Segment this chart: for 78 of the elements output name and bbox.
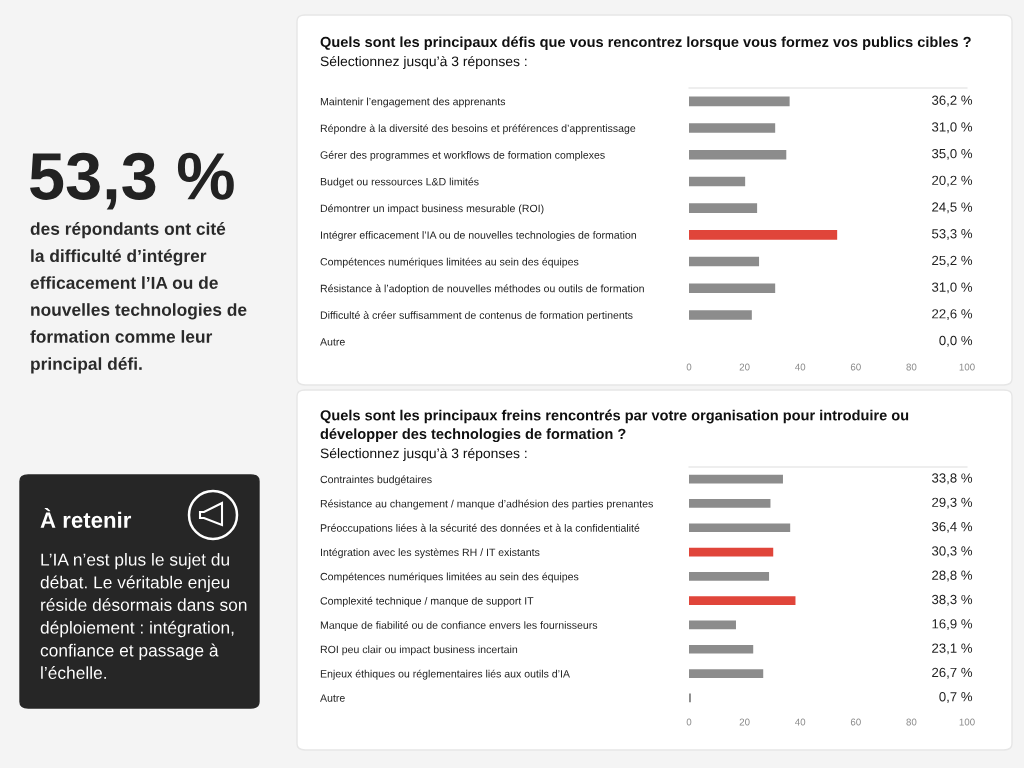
x-tick-label: 100: [959, 718, 975, 726]
data-label: 36,2 %: [931, 95, 973, 107]
data-label: 0,7 %: [939, 692, 973, 703]
text: Sélectionnez jusqu’à 3 réponses :: [320, 55, 527, 69]
y-tick-label: Compétences numériques limitées au sein des équipes: [320, 257, 579, 268]
y-tick-label: ROI peu clair ou impact business incertain: [320, 645, 518, 656]
data-label: 16,9 %: [932, 619, 973, 631]
data-label: 30,3 %: [931, 546, 973, 558]
data-label: 53,3 %: [932, 229, 973, 240]
data-label: 36,4 %: [931, 521, 973, 533]
chart-title: Quels sont les principaux freins rencontrés par votre organisation pour introduire ou développer des technologies de formation ?: [320, 409, 909, 442]
bar: [689, 203, 758, 213]
y-tick-label: Difficulté à créer suffisamment de contenus de formation pertinents: [320, 311, 633, 322]
data-label: 20,2 %: [932, 175, 973, 187]
x-tick-label: 0: [686, 363, 692, 371]
data-label: 28,8 %: [932, 570, 973, 582]
x-tick-label: 20: [739, 718, 750, 726]
x-tick-label: 20: [739, 363, 750, 371]
y-tick-label: Autre: [320, 694, 345, 702]
bar: [689, 230, 838, 240]
data-label: 22,6 %: [932, 309, 973, 321]
bar: [689, 310, 752, 320]
bar: [689, 523, 791, 533]
text: des répondants ont cité la difficulté d’intégrer efficacement l’IA ou de nouvelles technologies de formation comme leur principal défi.: [30, 222, 247, 374]
data-label: 38,3 %: [931, 594, 973, 606]
data-label: 31,0 %: [931, 122, 973, 134]
data-label: 0,0 %: [939, 335, 973, 347]
bar: [689, 149, 787, 160]
y-tick-label: Complexité technique / manque de support IT: [320, 596, 534, 607]
y-tick-label: Répondre à la diversité des besoins et préférences d’apprentissage: [320, 124, 636, 135]
x-tick-label: 80: [906, 363, 917, 371]
data-label: 31,0 %: [931, 282, 973, 294]
x-tick-label: 40: [795, 363, 806, 371]
text: L’IA n’est plus le sujet du débat. Le véritable enjeu réside désormais dans son déploiement : intégration, confiance et passage à l’échelle.: [40, 553, 247, 680]
bar: [689, 571, 770, 581]
bar: [689, 256, 760, 267]
y-tick-label: Budget ou ressources L&D limités: [320, 177, 479, 188]
y-tick-label: Enjeux éthiques ou réglementaires liés aux outils d’IA: [320, 669, 570, 680]
bar: [689, 620, 736, 630]
y-tick-label: Contraintes budgétaires: [320, 475, 432, 486]
y-tick-label: Maintenir l’engagement des apprenants: [320, 97, 506, 108]
data-label: 25,2 %: [932, 255, 973, 267]
x-tick-label: 100: [959, 363, 975, 371]
y-tick-label: Autre: [320, 338, 345, 346]
bar: [689, 176, 746, 187]
y-tick-label: Préoccupations liées à la sécurité des données et à la confidentialité: [320, 523, 640, 534]
bar: [689, 644, 754, 654]
bar: [689, 596, 796, 606]
chart-title: Quels sont les principaux défis que vous rencontrez lorsque vous formez vos publics cibles ?: [320, 36, 971, 50]
bar: [689, 669, 764, 678]
data-label: 33,8 %: [931, 473, 973, 485]
y-tick-label: Intégrer efficacement l’IA ou de nouvelles technologies de formation: [321, 230, 637, 241]
y-tick-label: Gérer des programmes et workflows de formation complexes: [320, 150, 605, 161]
x-tick-label: 60: [850, 718, 861, 726]
data-label: 26,7 %: [932, 667, 973, 679]
bar: [689, 123, 776, 133]
y-tick-label: Manque de fiabilité ou de confiance envers les fournisseurs: [320, 621, 598, 632]
text: À retenir: [40, 508, 132, 528]
bar: [689, 283, 776, 294]
x-tick-label: 40: [795, 718, 806, 726]
x-tick-label: 80: [906, 718, 917, 726]
y-tick-label: Compétences numériques limitées au sein des équipes: [320, 572, 579, 583]
text: Sélectionnez jusqu’à 3 réponses :: [320, 447, 527, 461]
bar: [689, 499, 771, 508]
x-tick-label: 60: [850, 363, 861, 371]
data-label: 35,0 %: [931, 148, 973, 160]
data-label: 29,3 %: [932, 497, 973, 509]
y-tick-label: Démontrer un impact business mesurable (ROI): [320, 204, 544, 215]
text: 53,3 %: [30, 152, 234, 210]
y-tick-label: Résistance à l’adoption de nouvelles méthodes ou outils de formation: [320, 284, 644, 295]
bar: [689, 96, 790, 107]
data-label: 23,1 %: [932, 643, 973, 655]
y-tick-label: Résistance au changement / manque d’adhésion des parties prenantes: [320, 499, 653, 510]
bar: [689, 474, 783, 484]
bar: [689, 547, 774, 557]
y-tick-label: Intégration avec les systèmes RH / IT existants: [321, 548, 540, 559]
data-label: 24,5 %: [932, 202, 973, 214]
x-tick-label: 0: [686, 718, 692, 726]
